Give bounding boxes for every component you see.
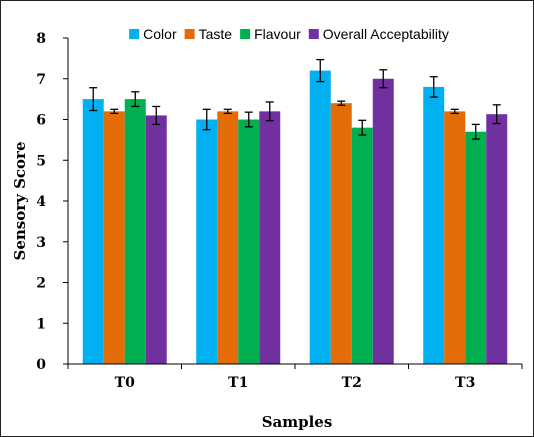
y-tick-label: 0 xyxy=(36,357,46,373)
bar xyxy=(124,99,146,364)
legend-item: Color xyxy=(129,26,177,42)
x-tick-label: T3 xyxy=(455,375,475,391)
x-tick-label: T1 xyxy=(228,375,248,391)
bar xyxy=(145,115,167,364)
legend-label: Overall Acceptability xyxy=(323,26,449,42)
bar xyxy=(330,103,352,364)
y-tick-label: 7 xyxy=(36,72,46,88)
legend-label: Flavour xyxy=(254,26,301,42)
bar xyxy=(309,70,331,364)
y-tick-label: 8 xyxy=(36,31,46,47)
bar xyxy=(238,119,260,364)
y-tick-label: 2 xyxy=(36,276,46,292)
bar xyxy=(486,114,508,364)
bars xyxy=(82,58,508,365)
bar xyxy=(351,127,373,365)
legend-label: Taste xyxy=(199,26,233,42)
legend-item: Overall Acceptability xyxy=(308,26,449,42)
legend-label: Color xyxy=(143,26,177,42)
legend-item: Flavour xyxy=(240,26,301,42)
y-axis: 0 1 2 3 4 5 6 7 8 xyxy=(36,31,69,373)
bar xyxy=(423,86,445,365)
bar xyxy=(465,131,487,364)
y-tick-label: 6 xyxy=(36,113,46,129)
y-axis-title: Sensory Score xyxy=(11,142,29,261)
legend-swatch xyxy=(240,29,251,39)
x-tick-label: T2 xyxy=(342,375,362,391)
x-tick-label: T0 xyxy=(115,375,135,391)
bar xyxy=(372,78,394,364)
bar xyxy=(259,111,281,364)
legend-swatch xyxy=(308,29,319,39)
bar xyxy=(196,119,218,364)
bar xyxy=(217,111,239,364)
x-axis: T0 T1 T2 T3 xyxy=(67,363,523,391)
x-axis-title: Samples xyxy=(262,413,333,431)
bar xyxy=(444,111,466,364)
y-tick-label: 5 xyxy=(36,153,46,169)
bar xyxy=(103,111,125,364)
legend-swatch xyxy=(184,29,195,39)
y-tick-label: 3 xyxy=(36,235,46,251)
legend-item: Taste xyxy=(184,26,233,42)
legend: Color Taste Flavour Overall Acceptability xyxy=(129,26,449,42)
y-tick-label: 4 xyxy=(36,194,46,210)
legend-swatch xyxy=(129,29,140,39)
y-tick-label: 1 xyxy=(36,316,46,332)
bar xyxy=(82,99,104,364)
